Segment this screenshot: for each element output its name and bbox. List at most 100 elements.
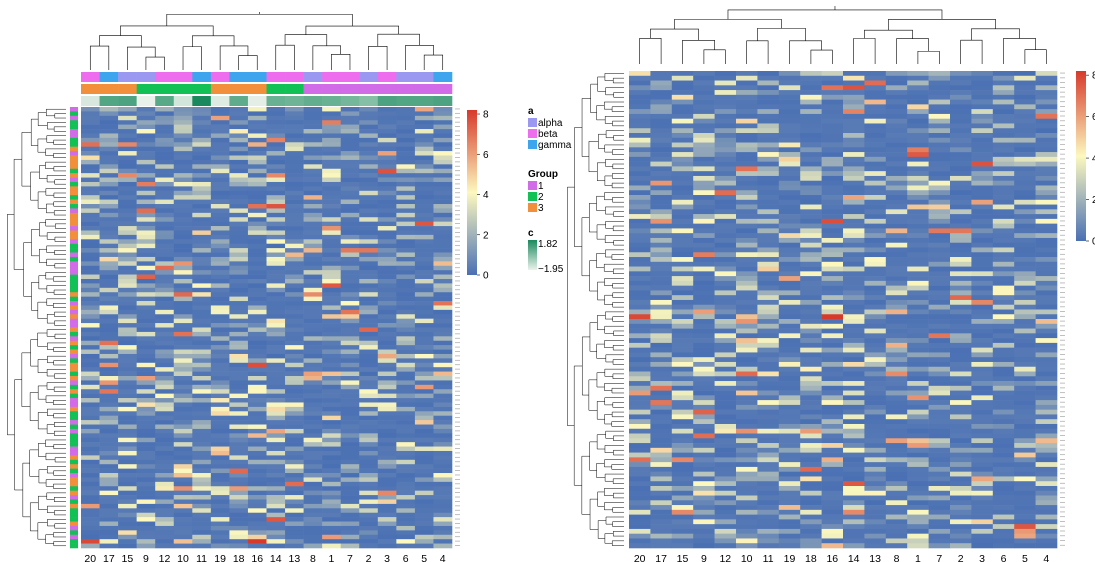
heatmap-cell xyxy=(192,446,212,452)
heatmap-cell xyxy=(821,538,844,544)
heatmap-cell xyxy=(359,433,379,439)
heatmap-cell xyxy=(396,543,416,549)
heatmap-cell xyxy=(229,305,249,311)
column-dendrogram-branch xyxy=(145,56,165,70)
heatmap-cell xyxy=(99,406,119,412)
heatmap-cell xyxy=(118,230,137,236)
heatmap-cell xyxy=(714,509,737,515)
heatmap-cell xyxy=(136,199,156,205)
heatmap-cell xyxy=(843,366,865,372)
heatmap-cell xyxy=(340,173,360,178)
heatmap-cell xyxy=(229,376,249,381)
heatmap-cell xyxy=(671,447,694,453)
heatmap-cell xyxy=(629,404,651,410)
heatmap-cell xyxy=(99,534,119,540)
heatmap-cell xyxy=(155,371,175,377)
heatmap-cell xyxy=(81,389,100,394)
row-label-tick xyxy=(455,232,460,233)
annotation-group-cell xyxy=(414,84,434,94)
heatmap-cell xyxy=(714,433,737,439)
heatmap-cell xyxy=(907,395,929,401)
heatmap-cell xyxy=(359,512,379,518)
row-label-tick xyxy=(455,284,460,286)
heatmap-cell xyxy=(800,80,822,86)
heatmap-cell xyxy=(778,395,801,401)
heatmap-cell xyxy=(650,242,673,248)
heatmap-cell xyxy=(136,525,156,531)
annotation-group-cell xyxy=(173,84,193,94)
heatmap-cell xyxy=(414,530,434,536)
heatmap-cell xyxy=(340,345,360,350)
heatmap-cell xyxy=(864,247,887,253)
column-dendrogram-branch xyxy=(305,25,399,35)
heatmap-cell xyxy=(192,477,212,483)
heatmap-cell xyxy=(778,400,801,406)
annotation-group-cell xyxy=(377,84,397,94)
heatmap-cell xyxy=(118,252,137,258)
heatmap-cell xyxy=(303,499,323,505)
heatmap-cell xyxy=(650,71,673,77)
heatmap-cell xyxy=(1014,466,1036,472)
heatmap-cell xyxy=(247,142,267,147)
heatmap-cell xyxy=(671,195,694,201)
heatmap-cell xyxy=(950,218,972,224)
heatmap-cell xyxy=(907,352,929,358)
heatmap-cell xyxy=(757,485,780,492)
heatmap-cell xyxy=(843,152,865,158)
heatmap-cell xyxy=(629,299,651,306)
heatmap-cell xyxy=(778,538,801,544)
heatmap-cell xyxy=(247,503,267,509)
column-label: 10 xyxy=(177,553,189,562)
heatmap-cell xyxy=(928,371,951,377)
heatmap-cell xyxy=(136,270,156,275)
heatmap-cell xyxy=(736,447,758,453)
heatmap-cell xyxy=(950,409,972,415)
row-label-tick xyxy=(455,236,460,238)
heatmap-cell xyxy=(971,190,994,196)
heatmap-cell xyxy=(266,239,286,245)
row-dendrogram-branch xyxy=(46,329,66,337)
row-label-tick xyxy=(1060,435,1065,436)
heatmap-cell xyxy=(173,234,193,240)
heatmap-cell xyxy=(1014,80,1036,86)
heatmap-cell xyxy=(971,366,994,372)
heatmap-cell xyxy=(629,519,651,525)
heatmap-cell xyxy=(907,323,929,329)
row-dendrogram-branch xyxy=(613,531,624,537)
row-label-tick xyxy=(1060,134,1065,136)
heatmap-cell xyxy=(693,94,715,100)
heatmap-cell xyxy=(928,328,951,334)
heatmap-cell xyxy=(303,287,323,293)
heatmap-cell xyxy=(671,257,694,263)
heatmap-cell xyxy=(928,319,951,325)
heatmap-cell xyxy=(907,347,929,353)
heatmap-cell xyxy=(229,459,249,465)
heatmap-cell xyxy=(414,389,434,394)
heatmap-cell xyxy=(714,266,737,272)
heatmap-cell xyxy=(414,437,434,443)
heatmap-cell xyxy=(629,233,651,239)
heatmap-cell xyxy=(396,437,416,443)
heatmap-cell xyxy=(693,505,715,511)
colorbar-tick-label: 0 xyxy=(1092,237,1095,248)
heatmap-cell xyxy=(340,252,360,258)
heatmap-cell xyxy=(907,447,929,453)
row-label-tick xyxy=(1060,139,1065,141)
row-label-tick xyxy=(1060,187,1065,188)
heatmap-cell xyxy=(778,500,801,506)
heatmap-cell xyxy=(843,385,865,391)
heatmap-cell xyxy=(173,508,193,514)
row-annotation-group-cell xyxy=(70,159,78,165)
heatmap-cell xyxy=(800,381,822,387)
heatmap-cell xyxy=(173,173,193,178)
row-label-tick xyxy=(455,399,460,401)
heatmap-cell xyxy=(714,209,737,215)
heatmap-cell xyxy=(192,270,212,275)
heatmap-cell xyxy=(950,323,972,329)
heatmap-cell xyxy=(377,234,397,240)
heatmap-cell xyxy=(155,486,175,491)
heatmap-cell xyxy=(1014,404,1036,410)
heatmap-cell xyxy=(821,233,844,239)
heatmap-cell xyxy=(192,468,212,474)
heatmap-cell xyxy=(322,331,341,337)
